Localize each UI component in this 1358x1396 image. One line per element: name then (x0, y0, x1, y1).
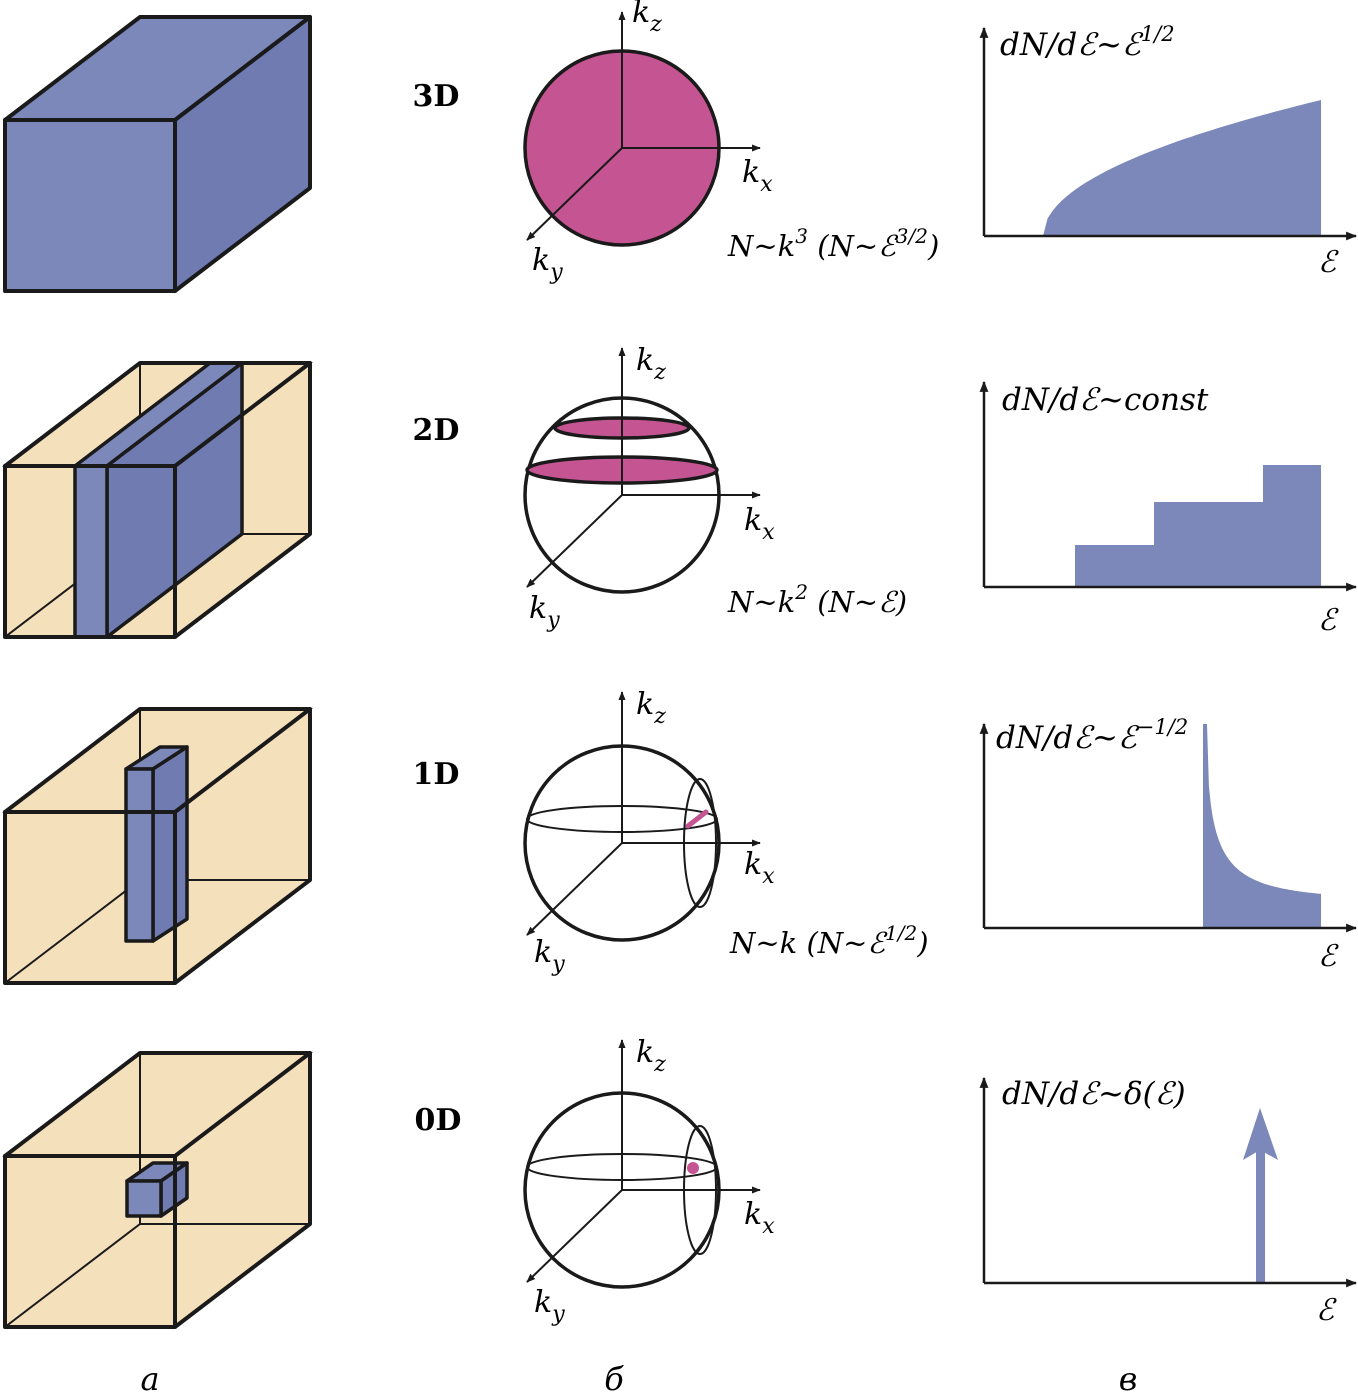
quantum-well-block (2, 360, 313, 640)
dos-plot-1d (979, 722, 1358, 933)
dos-label-1d: dN/dℰ~ℰ−1/2 (996, 715, 1188, 756)
kx-label: kx (744, 1197, 775, 1239)
ky-label: ky (534, 1285, 565, 1327)
dim-label-0d: 0D (415, 1103, 462, 1138)
dos-plot-2d (979, 380, 1358, 592)
scaling-formula-1d: N~k (N~ℰ1/2) (729, 921, 929, 960)
dos-area (1043, 100, 1321, 236)
delta-arrowhead (1243, 1108, 1278, 1160)
column-caption-c: в (1119, 1360, 1138, 1396)
dos-plot-3d (979, 26, 1358, 241)
k-point-dot (687, 1162, 699, 1174)
dim-label-3d: 3D (413, 79, 460, 114)
kx-label: kx (744, 847, 775, 889)
dos-area (1203, 724, 1321, 928)
dos-label-3d: dN/dℰ~ℰ1/2 (1000, 22, 1175, 63)
energy-axis-label: ℰ (1316, 1293, 1337, 1328)
ky-label: ky (534, 935, 565, 977)
dim-label-1d: 1D (413, 757, 460, 792)
kz-label: kz (632, 0, 662, 37)
energy-axis-label: ℰ (1318, 603, 1339, 638)
quantum-dot-block (2, 1050, 313, 1330)
kz-label: kz (636, 1035, 666, 1077)
ky-label: ky (532, 243, 563, 285)
dos-area (1075, 465, 1321, 587)
bulk-3d-block (3, 15, 312, 293)
k-space-1d (523, 691, 761, 942)
kz-label: kz (636, 343, 666, 385)
scaling-formula-3d: N~k3 (N~ℰ3/2) (727, 224, 939, 263)
column-caption-a: а (140, 1360, 159, 1396)
k-space-0d (523, 1039, 761, 1289)
delta-spike (1256, 1150, 1265, 1283)
energy-axis-label: ℰ (1318, 245, 1339, 280)
kz-label: kz (636, 687, 666, 729)
kx-label: kx (742, 155, 773, 197)
kx-label: kx (744, 503, 775, 545)
quantum-wire-block (2, 706, 313, 986)
dim-label-2d: 2D (413, 413, 460, 448)
k-space-2d (523, 347, 761, 594)
scaling-formula-2d: N~k2 (N~ℰ) (727, 580, 907, 619)
k-space-3d (523, 11, 761, 247)
dos-label-2d: dN/dℰ~const (1002, 382, 1209, 418)
dos-label-0d: dN/dℰ~δ(ℰ) (1002, 1076, 1186, 1112)
k-line-segment (685, 809, 709, 829)
dos-plot-0d (979, 1076, 1358, 1288)
column-caption-b: б (604, 1360, 624, 1396)
energy-axis-label: ℰ (1318, 939, 1339, 974)
ky-label: ky (529, 591, 560, 633)
